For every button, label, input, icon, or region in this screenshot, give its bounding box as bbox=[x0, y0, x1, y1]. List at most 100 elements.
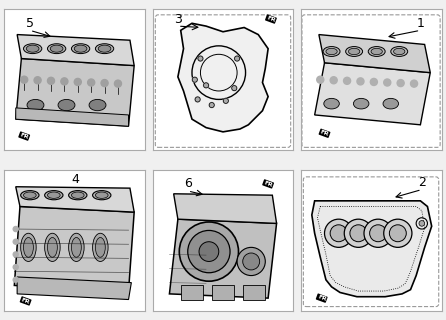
Ellipse shape bbox=[93, 191, 111, 200]
Polygon shape bbox=[16, 59, 134, 126]
Ellipse shape bbox=[326, 48, 337, 55]
Ellipse shape bbox=[27, 100, 44, 111]
Circle shape bbox=[384, 219, 412, 247]
Text: 4: 4 bbox=[71, 173, 79, 186]
Ellipse shape bbox=[95, 237, 105, 257]
Ellipse shape bbox=[69, 233, 84, 261]
Circle shape bbox=[203, 83, 209, 88]
Circle shape bbox=[364, 219, 392, 247]
Circle shape bbox=[13, 227, 18, 232]
Polygon shape bbox=[312, 201, 432, 297]
Polygon shape bbox=[17, 277, 132, 300]
Ellipse shape bbox=[95, 192, 108, 198]
Circle shape bbox=[410, 80, 417, 87]
Text: FR: FR bbox=[317, 294, 327, 302]
Circle shape bbox=[88, 79, 95, 86]
Ellipse shape bbox=[95, 44, 114, 54]
Circle shape bbox=[34, 77, 41, 84]
Ellipse shape bbox=[47, 44, 66, 54]
Polygon shape bbox=[319, 35, 430, 73]
Circle shape bbox=[192, 77, 197, 82]
Text: FR: FR bbox=[319, 129, 330, 137]
Ellipse shape bbox=[26, 45, 39, 52]
Ellipse shape bbox=[69, 191, 87, 200]
Circle shape bbox=[330, 77, 337, 84]
Ellipse shape bbox=[353, 98, 369, 109]
Text: 3: 3 bbox=[174, 12, 182, 26]
Circle shape bbox=[115, 80, 121, 87]
Circle shape bbox=[243, 253, 260, 270]
Circle shape bbox=[188, 230, 230, 273]
Ellipse shape bbox=[394, 48, 405, 55]
Text: 6: 6 bbox=[184, 177, 192, 190]
Ellipse shape bbox=[71, 44, 90, 54]
Ellipse shape bbox=[24, 192, 36, 198]
Circle shape bbox=[61, 78, 68, 85]
Circle shape bbox=[397, 80, 404, 87]
Ellipse shape bbox=[371, 48, 382, 55]
Polygon shape bbox=[314, 63, 430, 125]
Circle shape bbox=[325, 219, 353, 247]
Circle shape bbox=[370, 78, 377, 85]
Ellipse shape bbox=[89, 100, 106, 111]
Ellipse shape bbox=[348, 48, 360, 55]
Bar bbox=[181, 285, 203, 300]
Circle shape bbox=[330, 225, 347, 242]
Circle shape bbox=[350, 225, 367, 242]
Circle shape bbox=[370, 225, 387, 242]
Polygon shape bbox=[16, 108, 128, 126]
Text: FR: FR bbox=[19, 132, 29, 140]
Ellipse shape bbox=[47, 237, 58, 257]
Ellipse shape bbox=[50, 45, 63, 52]
Text: FR: FR bbox=[266, 15, 276, 23]
Text: 2: 2 bbox=[418, 176, 426, 189]
Ellipse shape bbox=[21, 233, 36, 261]
Circle shape bbox=[419, 220, 425, 226]
Circle shape bbox=[343, 77, 351, 84]
Circle shape bbox=[198, 56, 203, 61]
Ellipse shape bbox=[45, 191, 63, 200]
Ellipse shape bbox=[391, 46, 408, 56]
Polygon shape bbox=[14, 206, 134, 291]
Text: FR: FR bbox=[21, 297, 31, 305]
Text: 5: 5 bbox=[26, 17, 34, 30]
Ellipse shape bbox=[71, 237, 81, 257]
Ellipse shape bbox=[324, 98, 339, 109]
Circle shape bbox=[223, 98, 228, 103]
Circle shape bbox=[13, 277, 18, 282]
Ellipse shape bbox=[58, 100, 75, 111]
Circle shape bbox=[232, 86, 237, 91]
Circle shape bbox=[74, 78, 81, 85]
Ellipse shape bbox=[98, 45, 111, 52]
Circle shape bbox=[21, 76, 28, 83]
Ellipse shape bbox=[323, 46, 340, 56]
Circle shape bbox=[179, 222, 239, 281]
Circle shape bbox=[13, 252, 18, 257]
Ellipse shape bbox=[24, 44, 42, 54]
Circle shape bbox=[47, 77, 54, 84]
Polygon shape bbox=[16, 187, 134, 212]
Circle shape bbox=[235, 56, 240, 61]
Ellipse shape bbox=[21, 191, 39, 200]
Circle shape bbox=[389, 225, 406, 242]
Ellipse shape bbox=[346, 46, 363, 56]
Circle shape bbox=[344, 219, 372, 247]
Ellipse shape bbox=[383, 98, 399, 109]
Circle shape bbox=[384, 79, 391, 86]
Ellipse shape bbox=[368, 46, 385, 56]
Polygon shape bbox=[169, 219, 277, 298]
Text: FR: FR bbox=[263, 180, 273, 188]
Circle shape bbox=[209, 102, 214, 108]
Bar bbox=[212, 285, 234, 300]
Circle shape bbox=[199, 242, 219, 261]
Circle shape bbox=[13, 265, 18, 270]
Ellipse shape bbox=[24, 237, 33, 257]
Circle shape bbox=[195, 97, 200, 102]
Circle shape bbox=[13, 239, 18, 244]
Polygon shape bbox=[173, 194, 277, 223]
Ellipse shape bbox=[93, 233, 108, 261]
Circle shape bbox=[101, 80, 108, 87]
Text: 1: 1 bbox=[417, 17, 424, 30]
Polygon shape bbox=[178, 23, 268, 132]
Ellipse shape bbox=[47, 192, 60, 198]
